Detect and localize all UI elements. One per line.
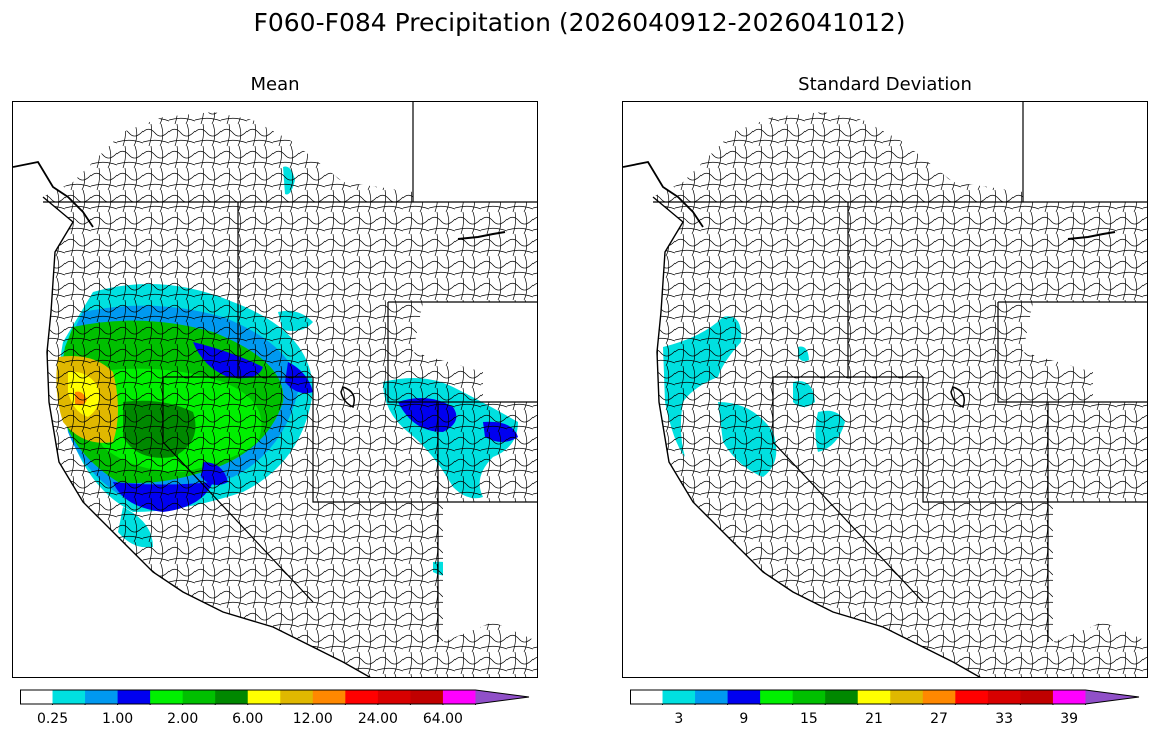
colorbar-segment	[987, 690, 1021, 704]
colorbar-segment	[150, 690, 184, 704]
colorbar-tick-label: 3	[674, 711, 684, 727]
colorbar-segment	[85, 690, 119, 704]
mean-panel-title: Mean	[250, 74, 300, 95]
colorbar-tick-label: 2.00	[167, 711, 199, 727]
mean-map-svg	[13, 102, 537, 677]
colorbar-segment	[377, 690, 411, 704]
stddev-panel-title: Standard Deviation	[798, 74, 972, 95]
stddev-map-svg	[623, 102, 1147, 677]
colorbar-tick-label: 0.25	[36, 711, 69, 727]
colorbar-segment	[825, 690, 859, 704]
colorbar-segment	[695, 690, 729, 704]
colorbar-tick-label: 39	[1060, 711, 1079, 727]
colorbar-extend-arrow	[1085, 690, 1139, 704]
lake-east	[457, 231, 506, 240]
colorbar-segment	[410, 690, 444, 704]
colorbar-tick-label: 15	[800, 711, 818, 727]
colorbar-segment	[345, 690, 379, 704]
figure-title: F060-F084 Precipitation (2026040912-2026…	[253, 8, 906, 37]
colorbar-segment	[215, 690, 249, 704]
stddev-map[interactable]	[622, 101, 1148, 678]
colorbar-tick-label: 21	[865, 711, 883, 727]
colorbar-segment	[955, 690, 989, 704]
colorbar-tick-label: 64.00	[422, 711, 463, 727]
colorbar-segment	[312, 690, 346, 704]
colorbar-segment	[247, 690, 281, 704]
colorbar-tick-label: 33	[995, 711, 1014, 727]
colorbar-segment	[792, 690, 826, 704]
colorbar-segment	[662, 690, 696, 704]
colorbar-tick-label: 1.00	[102, 711, 134, 727]
state-borders	[43, 102, 537, 642]
puget-sound	[13, 160, 94, 228]
colorbar-segment	[1052, 690, 1086, 704]
colorbar-tick-label: 9	[739, 711, 749, 727]
colorbar-segment	[922, 690, 956, 704]
colorbar-segment	[280, 690, 314, 704]
colorbar-segment	[20, 690, 54, 704]
colorbar-tick-label: 27	[930, 711, 948, 727]
colorbar-extend-arrow	[475, 690, 529, 704]
colorbar-segment	[890, 690, 924, 704]
mean-colorbar	[20, 689, 530, 705]
colorbar-segment	[1020, 690, 1054, 704]
stddev-colorbar	[630, 689, 1140, 705]
puget-sound	[623, 160, 704, 228]
colorbar-tick-label: 6.00	[232, 711, 264, 727]
colorbar-segment	[442, 690, 476, 704]
colorbar-tick-label: 12.00	[292, 711, 333, 727]
mean-colorbar-svg	[20, 689, 530, 705]
colorbar-segment	[117, 690, 151, 704]
colorbar-segment	[727, 690, 761, 704]
mean-map[interactable]	[12, 101, 538, 678]
colorbar-segment	[760, 690, 794, 704]
colorbar-segment	[857, 690, 891, 704]
colorbar-outline	[20, 689, 530, 705]
colorbar-outline	[630, 689, 1140, 705]
stddev-colorbar-svg	[630, 689, 1140, 705]
great-salt-lake	[340, 386, 355, 409]
state-borders	[653, 102, 1147, 642]
colorbar-tick-label: 24.00	[357, 711, 398, 727]
colorbar-segment	[52, 690, 86, 704]
great-salt-lake	[950, 386, 965, 409]
colorbar-segment	[182, 690, 216, 704]
lake-east	[1067, 231, 1116, 240]
colorbar-segment	[630, 690, 664, 704]
